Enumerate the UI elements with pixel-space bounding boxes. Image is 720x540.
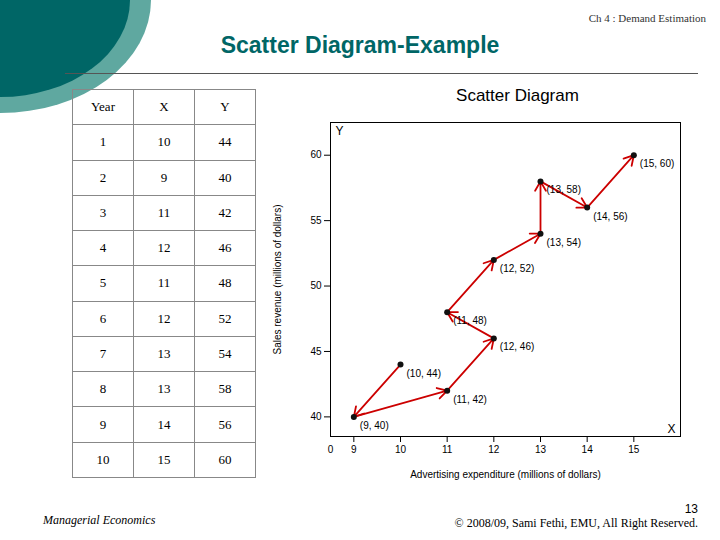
html-text:13: 13 <box>157 381 171 397</box>
html-text:44: 44 <box>218 134 232 150</box>
html-text:3: 3 <box>99 204 107 220</box>
svg-text:55: 55 <box>310 215 322 226</box>
html-text:Scatter Diagram: Scatter Diagram <box>456 86 579 105</box>
html-text:10: 10 <box>96 451 110 467</box>
html-text:56: 56 <box>218 416 232 432</box>
html-text:60: 60 <box>218 451 232 467</box>
svg-text:10: 10 <box>395 444 407 455</box>
svg-text:(15, 60): (15, 60) <box>640 158 674 169</box>
html-text:X: X <box>159 99 169 115</box>
html-text:4: 4 <box>99 240 107 256</box>
html-text:7: 7 <box>99 346 107 361</box>
svg-text:0: 0 <box>328 444 334 455</box>
html-text:9: 9 <box>160 169 168 185</box>
svg-text:(13, 54): (13, 54) <box>547 237 581 248</box>
html-text:2: 2 <box>99 169 107 185</box>
svg-text:9: 9 <box>351 444 357 455</box>
svg-text:40: 40 <box>310 411 322 422</box>
svg-text:11: 11 <box>442 444 453 455</box>
html-text:12: 12 <box>157 310 171 326</box>
svg-text:(9, 40): (9, 40) <box>360 420 389 431</box>
html-text:1: 1 <box>99 134 107 150</box>
svg-text:(12, 46): (12, 46) <box>500 341 534 352</box>
svg-text:(14, 56): (14, 56) <box>593 211 627 222</box>
html-text:11: 11 <box>157 275 171 291</box>
svg-text:(11, 48): (11, 48) <box>453 315 487 326</box>
html-text:13: 13 <box>684 502 698 516</box>
svg-text:(11, 42): (11, 42) <box>453 394 487 405</box>
html-text:Year: Year <box>91 99 115 115</box>
html-text:Y: Y <box>220 99 230 115</box>
html-text:13: 13 <box>157 346 171 361</box>
html-text:48: 48 <box>218 275 232 291</box>
html-text:5: 5 <box>99 275 107 291</box>
svg-text:X: X <box>667 422 675 436</box>
svg-text:60: 60 <box>310 149 322 160</box>
html-text:10: 10 <box>157 134 171 150</box>
html-text:6: 6 <box>99 310 107 326</box>
svg-text:15: 15 <box>628 444 640 455</box>
html-text:42: 42 <box>218 204 232 220</box>
html-text:14: 14 <box>157 416 171 432</box>
html-text:40: 40 <box>218 169 232 185</box>
html-text:54: 54 <box>218 346 232 361</box>
svg-text:(12, 52): (12, 52) <box>500 263 534 274</box>
html-text:© 2008/09, Sami Fethi, EMU, Al: © 2008/09, Sami Fethi, EMU, All Right Re… <box>454 516 698 530</box>
html-text:Scatter Diagram-Example: Scatter Diagram-Example <box>220 32 500 58</box>
html-text:11: 11 <box>157 204 171 220</box>
html-text:9: 9 <box>99 416 107 432</box>
svg-text:13: 13 <box>535 444 547 455</box>
html-text:8: 8 <box>99 381 107 397</box>
svg-text:14: 14 <box>582 444 594 455</box>
svg-text:(13, 58): (13, 58) <box>547 184 581 195</box>
html-text:46: 46 <box>218 240 232 256</box>
html-text:58: 58 <box>218 381 232 397</box>
html-text:Ch 4 : Demand Estimation: Ch 4 : Demand Estimation <box>588 12 706 24</box>
svg-text:45: 45 <box>310 346 322 357</box>
svg-text:(10, 44): (10, 44) <box>407 368 441 379</box>
html-text:15: 15 <box>157 451 171 467</box>
svg-text:Y: Y <box>336 124 344 138</box>
html-text:Managerial Economics: Managerial Economics <box>43 513 156 527</box>
svg-text:Sales revenue (millions of dol: Sales revenue (millions of dollars) <box>272 204 283 354</box>
svg-text:50: 50 <box>310 280 322 291</box>
html-text:52: 52 <box>218 310 232 326</box>
svg-text:Advertising expenditure (milli: Advertising expenditure (millions of dol… <box>410 469 601 480</box>
html-text:12: 12 <box>157 240 171 256</box>
svg-text:12: 12 <box>488 444 500 455</box>
